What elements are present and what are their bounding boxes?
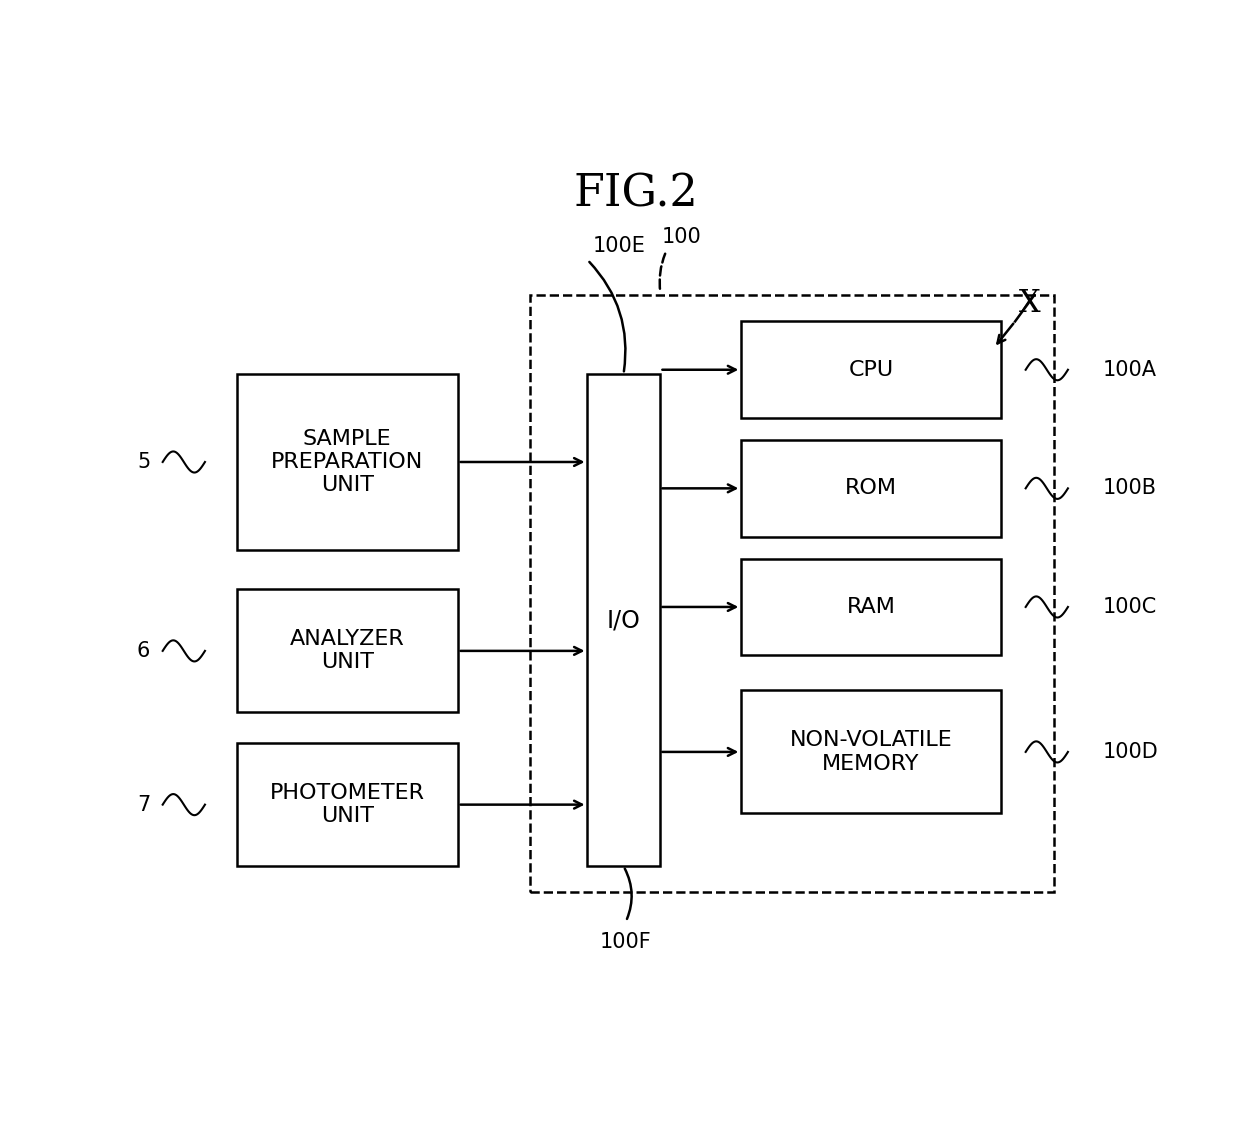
- Text: FIG.2: FIG.2: [573, 172, 698, 216]
- Text: 100A: 100A: [1102, 359, 1157, 380]
- Bar: [742, 322, 1001, 418]
- Bar: [237, 590, 458, 712]
- Text: 100B: 100B: [1102, 478, 1157, 499]
- Bar: [588, 374, 660, 866]
- Bar: [742, 690, 1001, 814]
- Bar: [742, 559, 1001, 655]
- Text: 100E: 100E: [593, 235, 645, 256]
- Text: 6: 6: [136, 641, 150, 661]
- Text: NON-VOLATILE
MEMORY: NON-VOLATILE MEMORY: [790, 730, 952, 774]
- Text: 100D: 100D: [1102, 742, 1158, 762]
- Text: ANALYZER
UNIT: ANALYZER UNIT: [290, 630, 404, 672]
- Text: 7: 7: [136, 794, 150, 815]
- Text: 5: 5: [136, 452, 150, 472]
- Bar: [237, 374, 458, 550]
- Text: 100: 100: [661, 227, 701, 246]
- Text: SAMPLE
PREPARATION
UNIT: SAMPLE PREPARATION UNIT: [272, 429, 423, 495]
- Bar: [237, 743, 458, 866]
- Text: ROM: ROM: [844, 478, 897, 499]
- Text: PHOTOMETER
UNIT: PHOTOMETER UNIT: [270, 783, 424, 826]
- Bar: [529, 296, 1054, 892]
- Text: CPU: CPU: [848, 359, 894, 380]
- Text: 100C: 100C: [1102, 597, 1157, 617]
- Text: RAM: RAM: [847, 597, 895, 617]
- Text: X: X: [1019, 289, 1040, 319]
- Text: I/O: I/O: [606, 608, 640, 632]
- Text: 100F: 100F: [600, 932, 652, 952]
- Bar: [742, 440, 1001, 536]
